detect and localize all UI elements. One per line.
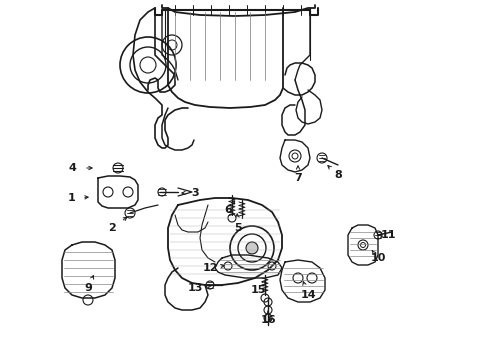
Text: 7: 7 — [293, 173, 301, 183]
Text: 14: 14 — [300, 290, 315, 300]
Text: 11: 11 — [380, 230, 395, 240]
Text: 6: 6 — [224, 205, 231, 215]
Text: 9: 9 — [84, 283, 92, 293]
Text: 5: 5 — [234, 223, 242, 233]
Text: 3: 3 — [191, 188, 199, 198]
Text: 8: 8 — [333, 170, 341, 180]
Text: 13: 13 — [187, 283, 202, 293]
Text: 15: 15 — [250, 285, 265, 295]
Text: 16: 16 — [260, 315, 275, 325]
Circle shape — [245, 242, 258, 254]
Text: 12: 12 — [202, 263, 217, 273]
Text: 4: 4 — [68, 163, 76, 173]
Text: 2: 2 — [108, 223, 116, 233]
Text: 1: 1 — [68, 193, 76, 203]
Text: 10: 10 — [369, 253, 385, 263]
